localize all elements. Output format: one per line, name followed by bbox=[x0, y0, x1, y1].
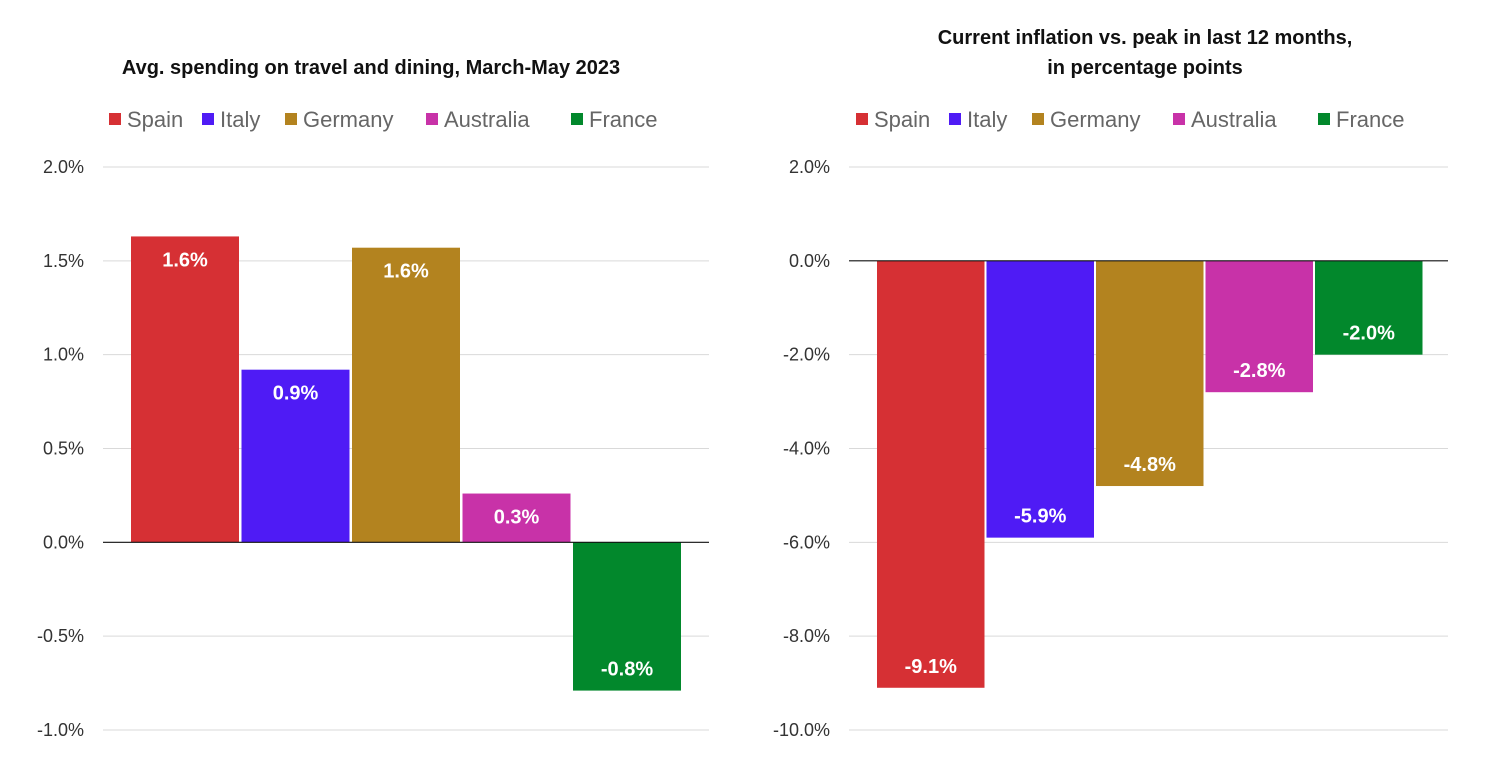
y-tick-label: 0.0% bbox=[789, 251, 830, 271]
data-label-italy: 0.9% bbox=[273, 383, 319, 405]
legend-swatch-germany bbox=[1032, 113, 1044, 125]
legend-swatch-france bbox=[571, 113, 583, 125]
legend-label-italy: Italy bbox=[220, 107, 260, 132]
legend-label-australia: Australia bbox=[1191, 107, 1277, 132]
y-tick-label: -2.0% bbox=[783, 345, 830, 365]
y-axis: 2.0% 0.0% -2.0% -4.0% -6.0% -8.0% -10.0% bbox=[773, 157, 1448, 740]
data-label-france: -2.0% bbox=[1343, 323, 1395, 345]
data-label-spain: 1.6% bbox=[162, 249, 208, 271]
y-tick-label: 2.0% bbox=[43, 157, 84, 177]
y-tick-label: -0.5% bbox=[37, 626, 84, 646]
y-axis: 2.0% 1.5% 1.0% 0.5% 0.0% -0.5% -1.0% bbox=[37, 157, 709, 740]
legend-item-germany: Germany bbox=[1032, 107, 1140, 132]
legend-label-france: France bbox=[1336, 107, 1404, 132]
legend-item-australia: Australia bbox=[426, 107, 530, 132]
legend-swatch-australia bbox=[426, 113, 438, 125]
bar-italy bbox=[241, 369, 350, 543]
bar-italy bbox=[986, 260, 1094, 538]
y-tick-label: 0.5% bbox=[43, 439, 84, 459]
bar-spain bbox=[877, 260, 985, 688]
legend-item-germany: Germany bbox=[285, 107, 393, 132]
y-tick-label: -1.0% bbox=[37, 720, 84, 740]
chart-title: Current inflation vs. peak in last 12 mo… bbox=[938, 27, 1353, 49]
y-tick-label: 1.0% bbox=[43, 345, 84, 365]
legend-item-italy: Italy bbox=[949, 107, 1007, 132]
bar-australia bbox=[1205, 260, 1313, 393]
legend-label-germany: Germany bbox=[1050, 107, 1140, 132]
legend-item-spain: Spain bbox=[856, 107, 930, 132]
bar-germany bbox=[352, 247, 460, 543]
chart-title: Avg. spending on travel and dining, Marc… bbox=[122, 57, 620, 79]
legend-label-italy: Italy bbox=[967, 107, 1007, 132]
chart-inflation: Current inflation vs. peak in last 12 mo… bbox=[773, 27, 1448, 740]
y-tick-label: -4.0% bbox=[783, 439, 830, 459]
bar-germany bbox=[1096, 260, 1204, 487]
bar-france bbox=[1315, 260, 1423, 355]
legend-label-australia: Australia bbox=[444, 107, 530, 132]
y-tick-label: 1.5% bbox=[43, 251, 84, 271]
legend-item-spain: Spain bbox=[109, 107, 183, 132]
bars: 1.6% 0.9% 1.6% 0.3% -0.8% bbox=[131, 236, 681, 691]
legend-label-germany: Germany bbox=[303, 107, 393, 132]
legend-swatch-australia bbox=[1173, 113, 1185, 125]
y-tick-label: 0.0% bbox=[43, 532, 84, 552]
chart-subtitle: in percentage points bbox=[1047, 57, 1243, 79]
data-label-germany: -4.8% bbox=[1124, 454, 1176, 476]
legend-label-france: France bbox=[589, 107, 657, 132]
y-tick-label: 2.0% bbox=[789, 157, 830, 177]
data-label-australia: 0.3% bbox=[494, 507, 540, 529]
legend-item-france: France bbox=[1318, 107, 1404, 132]
legend-item-france: France bbox=[571, 107, 657, 132]
legend-label-spain: Spain bbox=[874, 107, 930, 132]
legend-swatch-italy bbox=[202, 113, 214, 125]
legend-swatch-france bbox=[1318, 113, 1330, 125]
bar-spain bbox=[131, 236, 239, 543]
legend-item-italy: Italy bbox=[202, 107, 260, 132]
y-tick-label: -10.0% bbox=[773, 720, 830, 740]
data-label-france: -0.8% bbox=[601, 659, 653, 681]
legend-swatch-spain bbox=[109, 113, 121, 125]
legend: Spain Italy Germany Australia France bbox=[109, 107, 657, 132]
data-label-germany: 1.6% bbox=[383, 261, 429, 283]
chart-spending: Avg. spending on travel and dining, Marc… bbox=[37, 57, 709, 740]
legend-item-australia: Australia bbox=[1173, 107, 1277, 132]
bars: -9.1% -5.9% -4.8% -2.8% -2.0% bbox=[877, 260, 1423, 688]
legend-swatch-germany bbox=[285, 113, 297, 125]
legend: Spain Italy Germany Australia France bbox=[856, 107, 1404, 132]
legend-label-spain: Spain bbox=[127, 107, 183, 132]
y-tick-label: -6.0% bbox=[783, 532, 830, 552]
legend-swatch-italy bbox=[949, 113, 961, 125]
bar-australia bbox=[462, 493, 571, 543]
legend-swatch-spain bbox=[856, 113, 868, 125]
y-tick-label: -8.0% bbox=[783, 626, 830, 646]
bar-france bbox=[573, 542, 681, 691]
data-label-italy: -5.9% bbox=[1014, 506, 1066, 528]
data-label-australia: -2.8% bbox=[1233, 360, 1285, 382]
data-label-spain: -9.1% bbox=[905, 656, 957, 678]
